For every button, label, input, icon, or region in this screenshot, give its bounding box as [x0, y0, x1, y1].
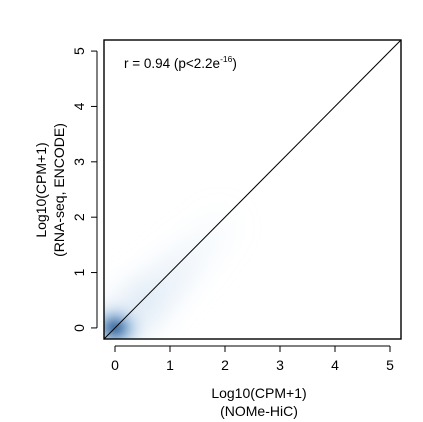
- identity-reference-line: [103, 39, 402, 340]
- x-axis-title-line-1: Log10(CPM+1): [211, 385, 306, 401]
- x-axis-title-line-2: (NOMe-HiC): [220, 403, 298, 419]
- y-tick-label: 5: [71, 47, 87, 55]
- x-axis: 0 1 2 3 4 5: [111, 345, 394, 373]
- y-axis: 0 1 2 3 4 5: [71, 47, 98, 332]
- density-cloud: [104, 211, 237, 339]
- x-tick-label: 5: [386, 357, 394, 373]
- annotation-correlation: r = 0.94 (p<2.2e-16): [124, 54, 237, 71]
- y-axis-title-line-2: (RNA-seq, ENCODE): [51, 123, 67, 257]
- x-tick-label: 3: [276, 357, 284, 373]
- y-tick-label: 1: [71, 268, 87, 276]
- annotation-main-text: r = 0.94 (p<2.2e: [124, 56, 220, 71]
- y-tick-label: 3: [71, 158, 87, 166]
- y-tick-label: 4: [71, 102, 87, 110]
- density-halo-blob: [191, 211, 237, 257]
- x-tick-label: 0: [111, 357, 119, 373]
- y-axis-title-line-1: Log10(CPM+1): [33, 142, 49, 237]
- annotation-suffix: ): [232, 56, 237, 71]
- x-tick-label: 2: [221, 357, 229, 373]
- x-tick-label: 1: [166, 357, 174, 373]
- x-tick-label: 4: [331, 357, 339, 373]
- y-tick-label: 0: [71, 324, 87, 332]
- annotation-superscript: -16: [220, 54, 233, 64]
- y-tick-label: 2: [71, 213, 87, 221]
- plot-frame: [103, 39, 402, 340]
